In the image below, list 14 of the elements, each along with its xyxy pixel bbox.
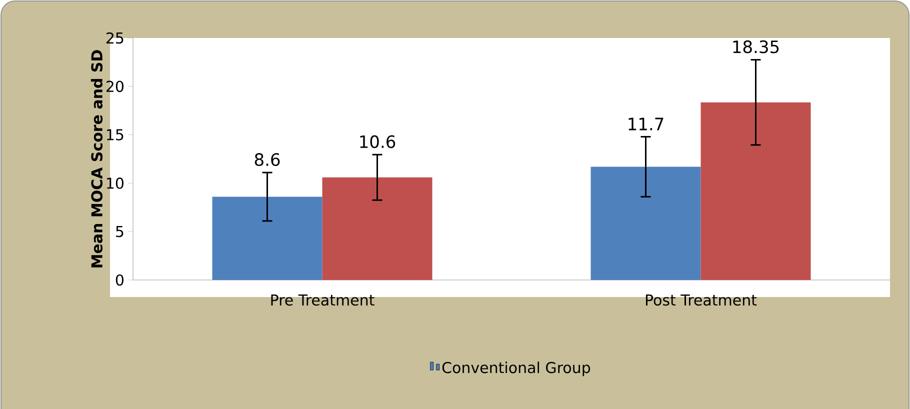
data-label: 11.7 xyxy=(628,118,664,130)
y-axis-title: Mean MOCA Score and SD xyxy=(90,50,103,268)
x-tick-label: Pre Treatment xyxy=(271,294,374,306)
y-tick-label: 0 xyxy=(116,274,124,286)
data-label: 18.35 xyxy=(733,40,779,54)
legend-label: Conventional Group xyxy=(442,362,590,376)
y-tick-label: 15 xyxy=(107,129,124,140)
data-label: 10.6 xyxy=(360,135,396,148)
y-tick-label: 20 xyxy=(106,80,124,92)
y-tick-label: 10 xyxy=(107,178,124,189)
x-tick-label: Post Treatment xyxy=(646,294,757,306)
y-tick-label: 5 xyxy=(116,226,124,238)
y-tick-label: 25 xyxy=(106,32,124,44)
data-label: 8.6 xyxy=(254,153,280,166)
